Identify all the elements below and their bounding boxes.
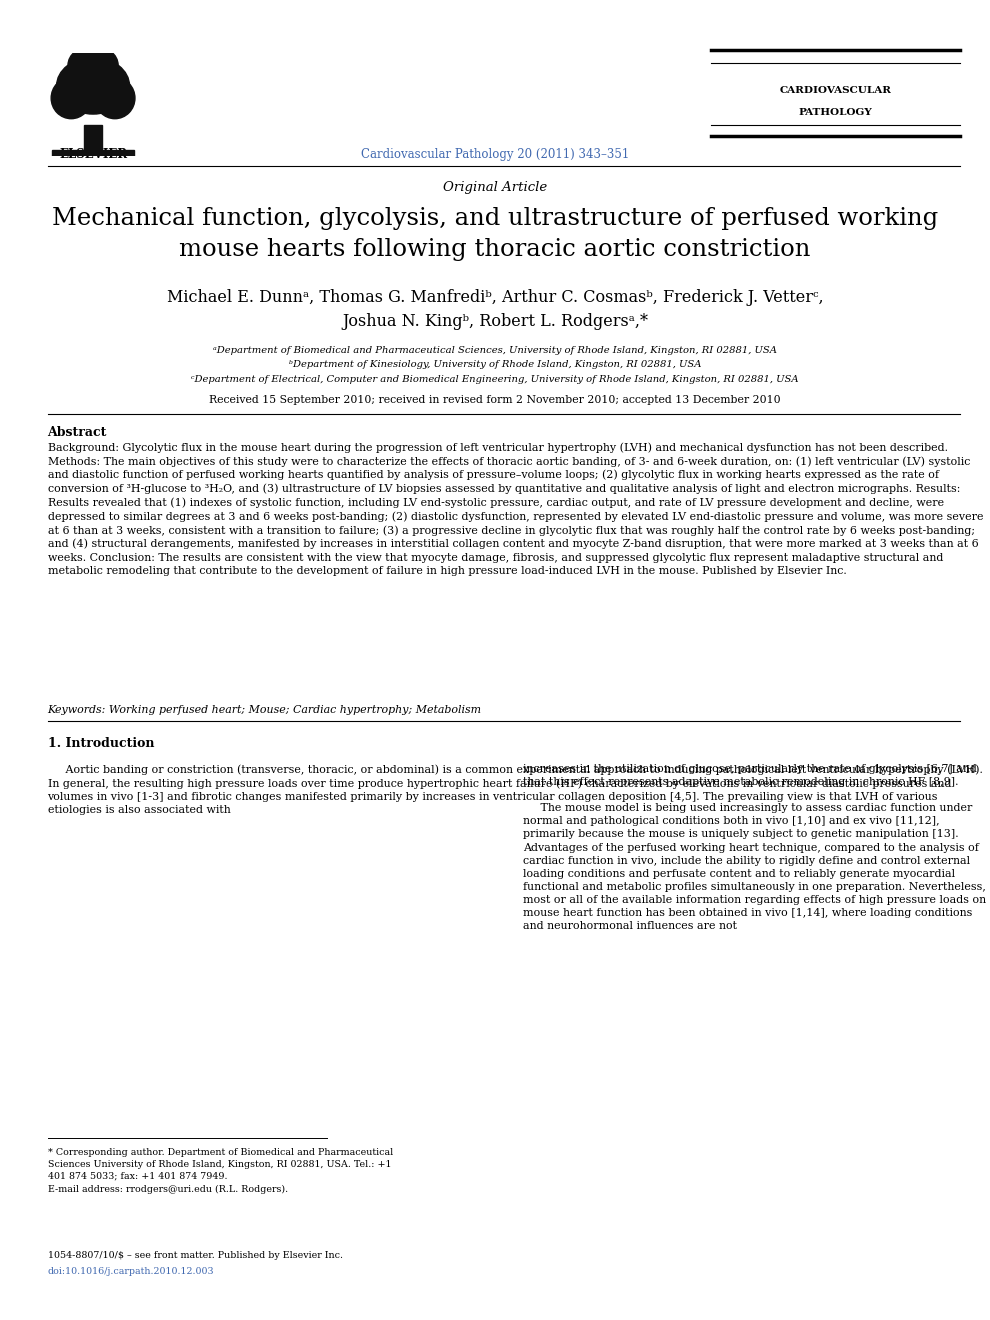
Ellipse shape: [56, 58, 130, 114]
Ellipse shape: [68, 46, 118, 84]
Ellipse shape: [95, 78, 135, 119]
Text: Joshua N. Kingᵇ, Robert L. Rodgersᵃ,*: Joshua N. Kingᵇ, Robert L. Rodgersᵃ,*: [342, 313, 648, 330]
Text: ᶜDepartment of Electrical, Computer and Biomedical Engineering, University of Rh: ᶜDepartment of Electrical, Computer and …: [191, 375, 799, 384]
Text: Cardiovascular Pathology 20 (2011) 343–351: Cardiovascular Pathology 20 (2011) 343–3…: [361, 148, 629, 161]
Bar: [84, 125, 102, 156]
Ellipse shape: [51, 78, 91, 119]
Text: doi:10.1016/j.carpath.2010.12.003: doi:10.1016/j.carpath.2010.12.003: [48, 1267, 214, 1276]
Text: * Corresponding author. Department of Biomedical and Pharmaceutical
Sciences Uni: * Corresponding author. Department of Bi…: [48, 1148, 393, 1180]
Text: Original Article: Original Article: [443, 181, 547, 194]
Text: ᵃDepartment of Biomedical and Pharmaceutical Sciences, University of Rhode Islan: ᵃDepartment of Biomedical and Pharmaceut…: [213, 346, 777, 355]
Text: Received 15 September 2010; received in revised form 2 November 2010; accepted 1: Received 15 September 2010; received in …: [209, 395, 781, 405]
Bar: [52, 149, 134, 156]
Text: Background: Glycolytic flux in the mouse heart during the progression of left ve: Background: Glycolytic flux in the mouse…: [48, 442, 983, 576]
Text: ELSEVIER: ELSEVIER: [59, 148, 127, 161]
Text: Mechanical function, glycolysis, and ultrastructure of perfused working: Mechanical function, glycolysis, and ult…: [51, 207, 939, 230]
Text: 1. Introduction: 1. Introduction: [48, 737, 154, 750]
Text: Abstract: Abstract: [48, 426, 107, 440]
Text: Aortic banding or constriction (transverse, thoracic, or abdominal) is a common : Aortic banding or constriction (transver…: [48, 764, 982, 814]
Text: Keywords: Working perfused heart; Mouse; Cardiac hypertrophy; Metabolism: Keywords: Working perfused heart; Mouse;…: [48, 705, 481, 715]
Text: mouse hearts following thoracic aortic constriction: mouse hearts following thoracic aortic c…: [179, 238, 811, 260]
Text: PATHOLOGY: PATHOLOGY: [799, 108, 872, 117]
Text: ᵇDepartment of Kinesiology, University of Rhode Island, Kingston, RI 02881, USA: ᵇDepartment of Kinesiology, University o…: [289, 360, 701, 370]
Text: 1054-8807/10/$ – see front matter. Published by Elsevier Inc.: 1054-8807/10/$ – see front matter. Publi…: [48, 1251, 343, 1261]
Text: increases in the utilization of glucose, particularly the rate of glycolysis [6,: increases in the utilization of glucose,…: [523, 764, 986, 931]
Text: Michael E. Dunnᵃ, Thomas G. Manfrediᵇ, Arthur C. Cosmasᵇ, Frederick J. Vetterᶜ,: Michael E. Dunnᵃ, Thomas G. Manfrediᵇ, A…: [166, 289, 824, 306]
Text: E-mail address: rrodgers@uri.edu (R.L. Rodgers).: E-mail address: rrodgers@uri.edu (R.L. R…: [48, 1185, 288, 1195]
Text: CARDIOVASCULAR: CARDIOVASCULAR: [779, 86, 892, 95]
